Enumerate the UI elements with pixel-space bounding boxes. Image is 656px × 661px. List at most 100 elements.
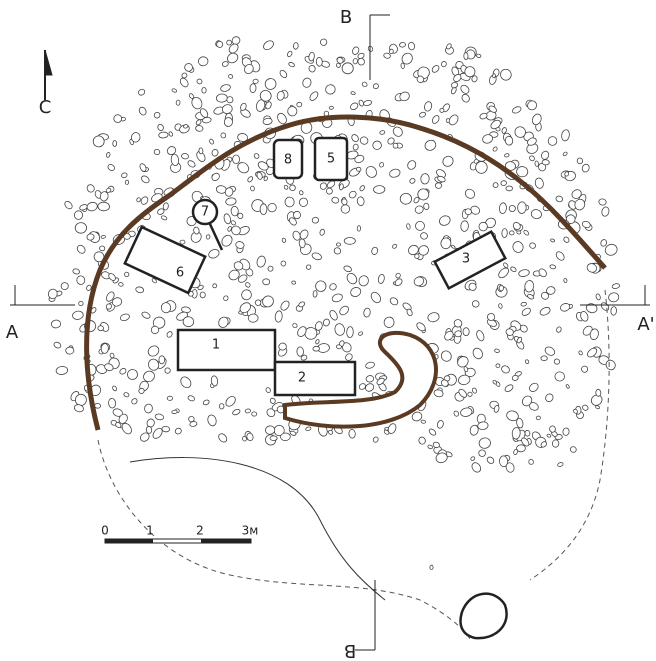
stone [359, 185, 366, 192]
stone [146, 426, 152, 434]
stone [358, 275, 370, 287]
stone [414, 220, 426, 232]
stone [530, 209, 542, 220]
stone [504, 153, 509, 157]
stone [550, 238, 555, 242]
stone [372, 140, 382, 150]
stone [357, 196, 365, 206]
stone [158, 132, 168, 139]
stone [359, 135, 369, 145]
stone [124, 272, 130, 278]
stone [315, 339, 320, 344]
stone [141, 311, 151, 320]
stone [561, 129, 570, 141]
stone [352, 144, 359, 151]
stone [279, 69, 289, 79]
stone [172, 88, 178, 93]
stone [319, 182, 328, 191]
stone [183, 316, 194, 327]
stone [542, 159, 550, 165]
stone [388, 168, 401, 179]
stone [563, 236, 570, 244]
stone [245, 282, 251, 289]
stone [447, 113, 460, 126]
stone [265, 425, 275, 434]
scale-label: 2 [196, 524, 204, 538]
stone [350, 133, 359, 143]
stone [342, 63, 354, 74]
stone [311, 252, 322, 261]
stone [216, 94, 227, 103]
stone [346, 326, 353, 337]
stone [496, 364, 500, 368]
stone [282, 238, 287, 243]
stone [187, 395, 195, 402]
stone [451, 82, 459, 89]
stone [286, 50, 292, 57]
grave [178, 330, 275, 370]
stone [389, 49, 394, 54]
stone [66, 347, 74, 354]
stone [319, 229, 325, 236]
stone [262, 39, 275, 52]
stone [159, 356, 165, 364]
stone [391, 125, 404, 138]
stone [263, 76, 278, 91]
stone [585, 302, 598, 313]
stone [199, 148, 203, 154]
stone [357, 226, 361, 232]
stone [389, 296, 399, 306]
stone [266, 202, 278, 214]
stone [539, 306, 552, 317]
stone [161, 302, 171, 313]
stone [137, 88, 146, 96]
stone [225, 197, 236, 205]
stone [516, 166, 529, 178]
stone [195, 125, 203, 132]
stone [537, 267, 548, 278]
stone [492, 74, 495, 78]
stone [512, 375, 519, 381]
stone [371, 247, 379, 256]
stone [435, 182, 442, 188]
stone [525, 359, 530, 364]
stone [315, 281, 326, 292]
site-plan: 1 2 3 5 6 7 8 A A' B B C 0 1 2 3м [0, 0, 656, 661]
stone [464, 53, 468, 60]
stone [74, 211, 82, 220]
stone [269, 397, 276, 404]
stone [406, 223, 411, 229]
stone [165, 368, 171, 374]
stone [349, 286, 362, 298]
scale-label: 3м [242, 524, 259, 538]
scale-bar [201, 539, 251, 543]
stone [176, 100, 180, 106]
stone [541, 356, 547, 361]
stone [492, 182, 499, 189]
stone [529, 155, 536, 162]
stone [379, 162, 385, 168]
stone [210, 172, 220, 182]
stone [569, 446, 577, 454]
stone [313, 290, 318, 297]
stone [423, 203, 429, 210]
stone [553, 358, 560, 365]
stone [200, 292, 206, 298]
stone [548, 136, 558, 146]
stone [499, 67, 513, 82]
stone [562, 428, 569, 436]
stone [419, 111, 427, 118]
stone [279, 299, 291, 311]
stone [478, 437, 491, 450]
stone [578, 350, 583, 355]
stone [454, 330, 462, 337]
stone [523, 229, 530, 236]
stone [358, 99, 364, 106]
stone [430, 565, 434, 570]
stone [451, 245, 456, 249]
stone [174, 427, 182, 435]
stone [299, 190, 304, 195]
stone [305, 426, 311, 431]
stone [497, 266, 511, 279]
stone [528, 459, 534, 466]
